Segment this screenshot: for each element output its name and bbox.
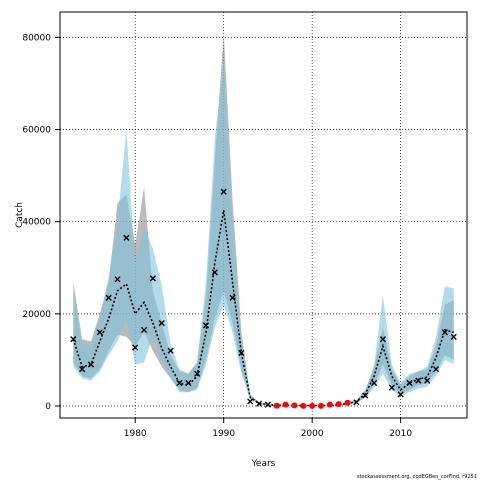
- x-tick-label: 1980: [124, 429, 147, 439]
- catch-point: [211, 269, 218, 276]
- catch-point: [229, 294, 236, 301]
- x-tick-label: 2000: [301, 429, 324, 439]
- catch-point: [450, 333, 457, 340]
- catch-point: [194, 370, 201, 377]
- red-point: [291, 402, 298, 409]
- catch-point: [79, 366, 86, 373]
- blue-confidence-band: [73, 60, 454, 406]
- catch-point: [406, 379, 413, 387]
- catch-point: [441, 329, 448, 336]
- catch-point: [264, 401, 272, 408]
- catch-point: [176, 379, 183, 387]
- catch-point: [238, 349, 245, 357]
- grid: [60, 12, 467, 418]
- plot-frame: [59, 11, 468, 419]
- red-point: [300, 402, 307, 409]
- catch-point: [379, 336, 387, 343]
- red-point: [344, 399, 351, 406]
- x-tick-label: 1990: [212, 429, 235, 439]
- catch-point: [255, 400, 263, 407]
- catch-point: [96, 329, 103, 336]
- confidence-bands: [73, 32, 454, 406]
- catch-point: [149, 275, 156, 282]
- y-axis-label: Catch: [15, 202, 25, 228]
- red-point: [335, 401, 342, 408]
- catch-point: [220, 188, 227, 195]
- catch-point: [167, 347, 174, 354]
- catch-point: [140, 326, 148, 334]
- catch-point: [132, 344, 139, 351]
- y-tick-label: 20000: [22, 310, 51, 320]
- catch-point: [371, 379, 378, 387]
- catch-point: [388, 384, 395, 391]
- median-line-layer: [72, 210, 454, 407]
- x-tick-label: 2010: [389, 429, 412, 439]
- red-point: [309, 402, 316, 409]
- red-point: [318, 402, 325, 409]
- catch-point: [247, 398, 254, 405]
- catch-point: [105, 294, 112, 301]
- catch-point: [415, 377, 422, 384]
- catch-point: [87, 361, 95, 368]
- catch-point: [202, 322, 210, 329]
- credit-text: stockassessment.org, codEGBen_corFind, r…: [357, 474, 477, 480]
- catch-point: [432, 366, 440, 373]
- y-tick-label: 80000: [22, 33, 51, 43]
- catch-point: [123, 234, 130, 241]
- y-tick-label: 40000: [22, 218, 51, 228]
- red-point: [273, 402, 280, 409]
- catch-point: [362, 392, 369, 399]
- data-points: [70, 188, 457, 409]
- x-axis-label: Years: [251, 459, 276, 469]
- catch-point: [158, 319, 165, 327]
- catch-point: [353, 399, 360, 406]
- y-tick-label: 60000: [22, 126, 51, 136]
- catch-point: [397, 391, 404, 398]
- catch-point: [424, 377, 431, 384]
- red-point: [326, 401, 333, 408]
- catch-point: [70, 336, 77, 343]
- catch-point: [185, 379, 192, 387]
- axis-ticks: 1980 1990 2000 2010 0 20000 40000 60000 80000: [22, 33, 412, 439]
- red-point: [282, 401, 289, 408]
- catch-point: [114, 276, 121, 283]
- y-tick-label: 0: [45, 402, 51, 412]
- median-line: [72, 210, 454, 407]
